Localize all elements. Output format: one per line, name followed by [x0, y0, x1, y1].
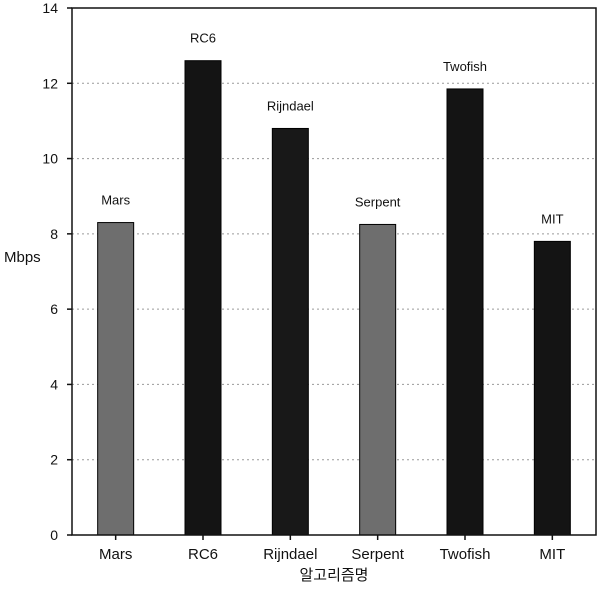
x-tick-label: Mars: [99, 546, 132, 563]
bar-serpent: [359, 223, 397, 536]
bar-label: Twofish: [443, 59, 487, 74]
bar-value-labels: Mars RC6 Rijndael Serpent Twofish MIT: [101, 31, 563, 227]
x-tick-label: MIT: [539, 546, 565, 563]
plot-frame: [71, 7, 597, 536]
x-tick-label: RC6: [188, 546, 218, 563]
x-axis-ticks: Mars RC6 Rijndael Serpent Twofish MIT: [99, 535, 565, 563]
bar-label: RC6: [190, 31, 216, 46]
bar-mars: [97, 222, 135, 536]
bars: [97, 60, 571, 536]
bar-label: Rijndael: [267, 98, 314, 113]
y-tick-label: 0: [50, 527, 58, 543]
gridlines: [72, 82, 596, 461]
y-tick-label: 8: [50, 226, 58, 242]
x-axis-label: 알고리즘명: [299, 567, 368, 584]
y-tick-label: 10: [42, 151, 58, 167]
bar-label: MIT: [541, 211, 563, 226]
bar-mit: [533, 240, 571, 536]
y-axis-ticks: 0 2 4 6 8 10 12 14: [42, 0, 72, 543]
x-tick-label: Rijndael: [263, 546, 317, 563]
y-tick-label: 14: [42, 0, 58, 16]
bar-twofish: [446, 88, 484, 536]
y-axis-label: Mbps: [4, 249, 41, 266]
x-tick-label: Twofish: [440, 546, 491, 563]
bar-rijndael: [271, 127, 309, 536]
bar-rc6: [184, 60, 222, 536]
y-tick-label: 6: [50, 301, 58, 317]
y-tick-label: 2: [50, 452, 58, 468]
y-tick-label: 4: [50, 376, 58, 392]
bar-label: Mars: [101, 193, 130, 208]
y-tick-label: 12: [42, 75, 58, 91]
bar-label: Serpent: [355, 194, 401, 209]
x-tick-label: Serpent: [351, 546, 404, 563]
